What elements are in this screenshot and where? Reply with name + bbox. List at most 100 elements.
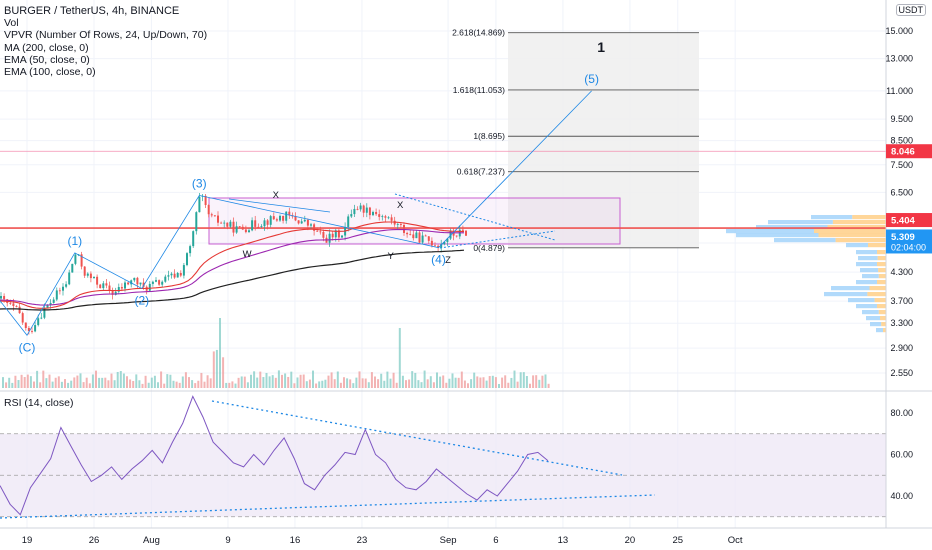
volume-bar (54, 377, 57, 388)
price-tick-13.000: 13.000 (885, 54, 913, 64)
badge-5404-label: 5.404 (891, 216, 915, 227)
volume-bar (200, 372, 203, 388)
candle-body (238, 226, 241, 228)
vpvr-down-9 (877, 262, 886, 267)
symbol-title[interactable]: BURGER / TetherUS, 4h, BINANCE (4, 5, 180, 17)
candle-body (306, 219, 309, 226)
volume-bar (135, 374, 138, 388)
candle-body (62, 286, 64, 291)
candle-body (328, 233, 331, 243)
price-tick-4.300: 4.300 (890, 267, 913, 277)
wave-label-11: Z (445, 255, 451, 266)
vpvr-up-1 (768, 220, 833, 225)
volume-bar (296, 377, 299, 388)
candle-body (322, 231, 325, 238)
volume-bar (392, 372, 395, 388)
vpvr-up-13 (831, 286, 870, 291)
ema100-line (0, 228, 464, 306)
currency-badge[interactable]: USDT (895, 4, 926, 16)
volume-bar (197, 380, 200, 388)
volume-bar (203, 381, 206, 388)
vpvr-up-0 (811, 215, 853, 220)
candle-body (288, 211, 291, 216)
volume-bar (408, 379, 411, 388)
volume-bar (163, 383, 166, 388)
volume-bar (324, 379, 327, 388)
volume-bar (191, 380, 194, 388)
volume-bar (417, 380, 420, 388)
volume-bar (39, 382, 42, 388)
candle-body (403, 225, 405, 233)
candle-body (229, 221, 232, 227)
candle-body (133, 277, 136, 281)
vpvr-up-4 (736, 233, 819, 238)
volume-bar (60, 381, 63, 388)
volume-bar (312, 370, 314, 388)
candle-body (272, 216, 275, 220)
vpvr-down-16 (877, 304, 886, 309)
volume-bar (172, 380, 175, 388)
candle-body (15, 305, 18, 307)
volume-bar (5, 382, 8, 388)
candle-body (384, 216, 387, 218)
volume-bar (209, 378, 212, 388)
candle-body (80, 254, 83, 267)
candle-body (430, 240, 433, 246)
candle-body (192, 231, 195, 247)
candle-body (111, 290, 114, 295)
candle-body (86, 273, 89, 276)
indicator-ema100[interactable]: EMA (100, close, 0) (4, 66, 96, 79)
indicator-ma200[interactable]: MA (200, close, 0) (4, 41, 89, 54)
volume-bar (395, 382, 398, 388)
volume-bar (445, 382, 448, 388)
volume-bar (488, 376, 491, 388)
time-tick-26: 26 (89, 535, 100, 546)
volume-bar (513, 370, 516, 388)
volume-bar (243, 376, 246, 388)
candle-body (139, 282, 142, 285)
vpvr-up-18 (866, 316, 880, 321)
vpvr-down-13 (869, 286, 886, 291)
volume-bar (355, 377, 358, 388)
rsi-legend[interactable]: RSI (14, close) (4, 397, 74, 409)
volume-bar (374, 376, 376, 388)
volume-bar (432, 382, 435, 388)
candle-body (136, 277, 139, 285)
indicator-ema50[interactable]: EMA (50, close, 0) (4, 53, 90, 66)
badge-5404-bg (886, 213, 932, 228)
candle-body (179, 273, 182, 276)
candle-body (282, 215, 285, 221)
candle-body (406, 232, 409, 235)
vpvr-up-2 (756, 225, 828, 230)
volume-bar (436, 372, 438, 388)
candle-body (58, 290, 61, 292)
candle-body (421, 235, 424, 243)
volume-bar (451, 373, 454, 388)
indicator-vol[interactable]: Vol (4, 17, 19, 30)
candle-body (331, 233, 334, 238)
volume-bar (33, 381, 35, 388)
triangle-lower-line (439, 230, 556, 249)
indicator-vpvr[interactable]: VPVR (Number Of Rows, 24, Up/Down, 70) (4, 29, 208, 42)
volume-bar (259, 371, 262, 388)
candle-body (341, 235, 343, 238)
volume-bar (389, 378, 392, 388)
volume-bar (132, 380, 135, 388)
volume-bar (178, 382, 181, 388)
candle-body (254, 220, 257, 227)
volume-bar (467, 383, 469, 388)
fib-label-0: 2.618(14.869) (452, 28, 505, 38)
volume-bar (448, 378, 451, 388)
rsi-tick-60.00: 60.00 (890, 450, 913, 460)
volume-bar (349, 379, 352, 388)
candle-body (164, 276, 167, 282)
candle-body (68, 272, 71, 285)
volume-bar (336, 371, 339, 388)
volume-bar (327, 375, 330, 388)
candle-body (257, 226, 260, 228)
volume-bar (2, 377, 4, 388)
price-pane: 2.618(14.869) 1.618(11.053) 1(8.695) 0.618(… (0, 28, 886, 388)
candle-body (176, 273, 179, 278)
vpvr-up-10 (860, 268, 879, 273)
